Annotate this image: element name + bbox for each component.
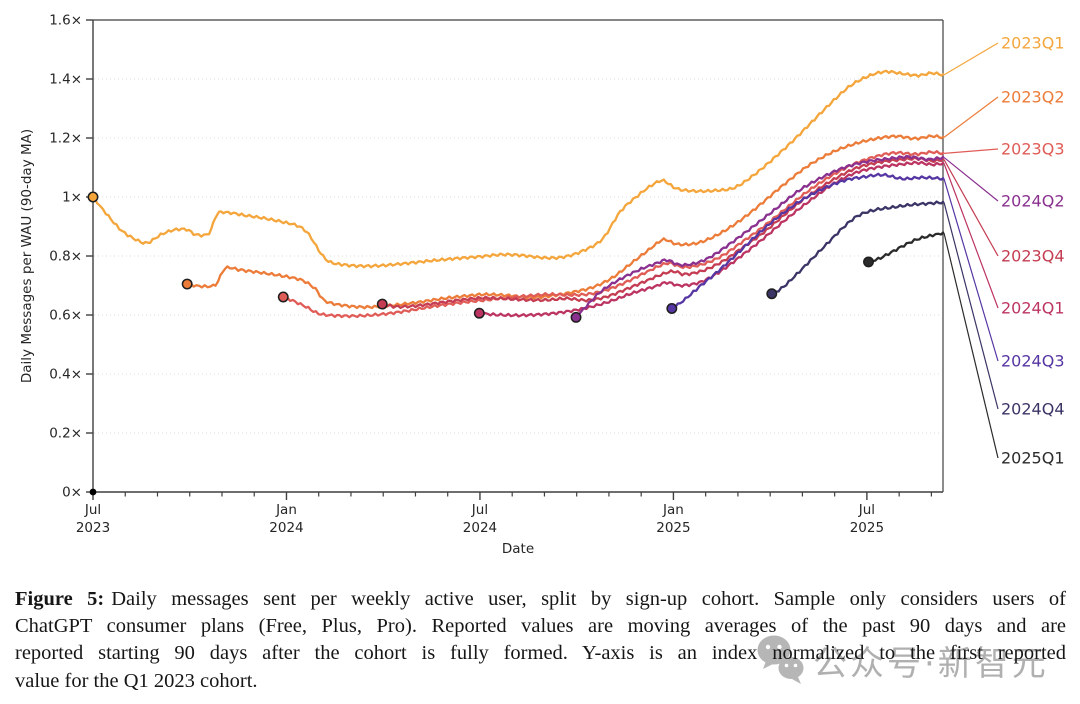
x-axis-title: Date (502, 541, 534, 557)
legend-leader-2023Q1 (943, 42, 999, 76)
series-line-2023Q2 (186, 134, 945, 310)
cohort-start-marker-2024Q2 (570, 311, 582, 323)
series-line-2023Q1 (91, 69, 945, 269)
caption-line-1: Figure 5: Daily messages sent per weekly … (15, 586, 1066, 613)
y-tick-label-1.6×: 1.6× (49, 13, 82, 29)
legend-leader-2024Q2 (943, 157, 999, 202)
legend-label-2023Q1: 2023Q1 (1001, 34, 1065, 53)
x-tick-label-month: Jan (275, 502, 297, 518)
legend-label-2024Q4: 2024Q4 (1001, 400, 1065, 419)
x-tick-label-month: Jul (858, 502, 875, 518)
chart-canvas: 0× 0.2× 0.4× 0.6× 0.8× 1× 1.2× 1.4× 1.6× Jul 2023 J… (19, 13, 1065, 558)
legend-label-2024Q1: 2024Q1 (1001, 299, 1065, 318)
caption-figure-label: Figure 5: (15, 588, 105, 610)
figure-caption: Figure 5: Daily messages sent per weekly … (15, 586, 1066, 695)
x-tick-label-year: 2023 (76, 520, 110, 536)
x-tick-label-month: Jul (471, 502, 488, 518)
origin-marker (89, 488, 97, 496)
legend-label-2025Q1: 2025Q1 (1001, 449, 1065, 468)
cohort-start-marker-2024Q3 (666, 303, 678, 314)
legend-label-2024Q2: 2024Q2 (1001, 192, 1065, 211)
x-tick-label-year: 2025 (656, 520, 690, 536)
caption-line-2: ChatGPT consumer plans (Free, Plus, Pro)… (15, 615, 1066, 638)
x-tick-label-year: 2024 (269, 520, 303, 536)
y-tick-label-1.2×: 1.2× (49, 131, 82, 147)
y-tick-label-0.6×: 0.6× (49, 308, 82, 324)
caption-text-1: Daily messages sent per weekly active us… (111, 588, 1066, 610)
legend-leader-2024Q1 (943, 163, 999, 309)
legend-leader-2023Q3 (943, 148, 999, 154)
legend-leader-2024Q4 (943, 202, 999, 410)
series-line-2024Q3 (670, 172, 945, 310)
series-line-2023Q4 (381, 156, 945, 310)
cohort-start-marker-2023Q2 (181, 278, 193, 290)
series-line-2025Q1 (867, 231, 945, 264)
cohort-start-marker-2024Q4 (766, 288, 778, 300)
x-tick-label-year: 2025 (850, 520, 884, 536)
cohort-messages-chart: 0× 0.2× 0.4× 0.6× 0.8× 1× 1.2× 1.4× 1.6× Jul 2023 J… (19, 13, 1065, 558)
legend-leader-2023Q4 (943, 159, 999, 257)
y-tick-label-1.4×: 1.4× (49, 72, 82, 88)
legend-leader-2025Q1 (943, 232, 999, 459)
x-tick-label-month: Jan (662, 502, 684, 518)
series-line-2024Q4 (770, 200, 945, 296)
series-line-2023Q3 (282, 150, 945, 319)
x-tick-label-year: 2024 (463, 520, 497, 536)
y-tick-label-0.4×: 0.4× (49, 367, 82, 383)
cohort-start-marker-2023Q4 (376, 298, 388, 310)
legend-label-2023Q3: 2023Q3 (1001, 140, 1065, 159)
legend-label-2023Q4: 2023Q4 (1001, 247, 1065, 266)
y-tick-label-0×: 0× (62, 485, 82, 501)
cohort-start-marker-2023Q3 (277, 291, 289, 303)
legend-label-2024Q3: 2024Q3 (1001, 352, 1065, 371)
caption-line-4: value for the Q1 2023 cohort. (15, 669, 258, 692)
legend-leader-2023Q2 (943, 96, 999, 138)
cohort-start-marker-2023Q1 (87, 191, 99, 203)
caption-line-3: reported starting 90 days after the coho… (15, 642, 1066, 665)
y-axis-title: Daily Messages per WAU (90-day MA) (19, 129, 35, 383)
legend-leader-2024Q3 (943, 178, 999, 362)
series-line-2024Q2 (574, 154, 945, 318)
cohort-start-marker-2025Q1 (863, 256, 874, 268)
legend-label-2023Q2: 2023Q2 (1001, 88, 1065, 107)
y-tick-label-0.8×: 0.8× (49, 249, 82, 265)
cohort-start-marker-2024Q1 (473, 307, 485, 319)
y-tick-label-1×: 1× (62, 190, 82, 206)
y-tick-label-0.2×: 0.2× (49, 426, 82, 442)
x-tick-label-month: Jul (84, 502, 101, 518)
